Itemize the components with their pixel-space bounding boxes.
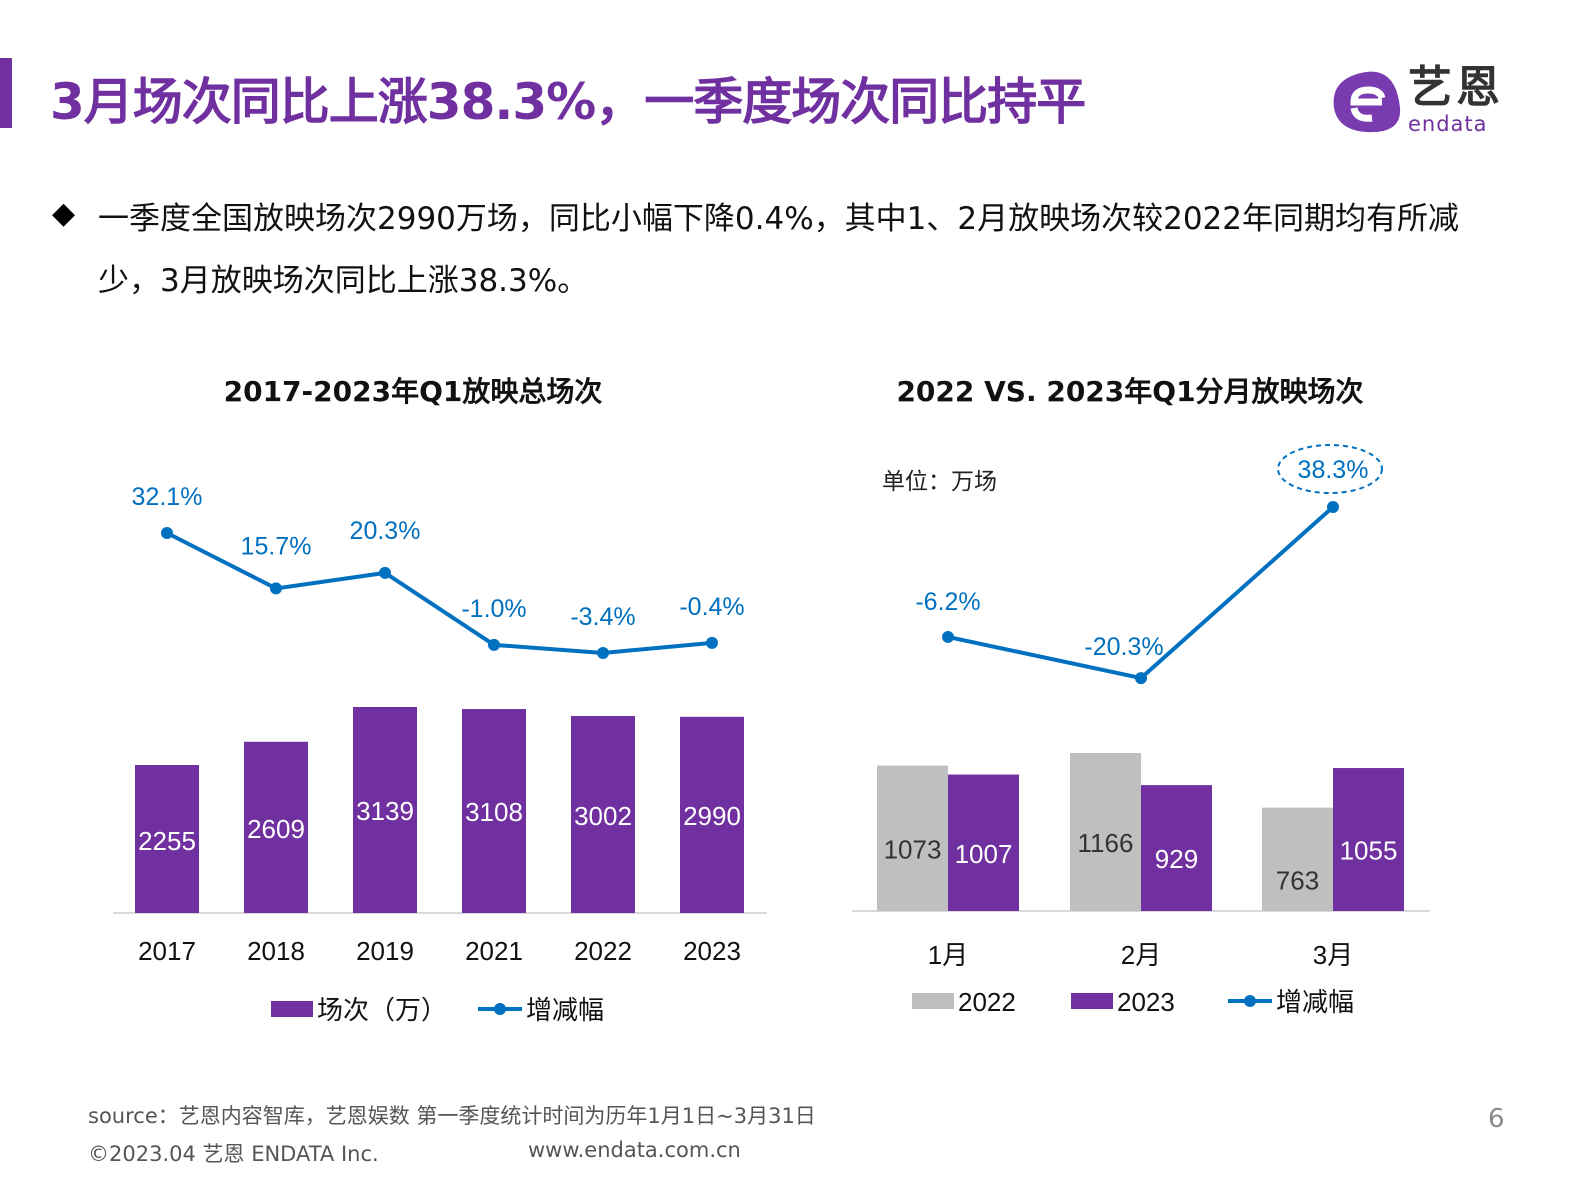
- chart2-point: [1327, 501, 1339, 513]
- chart1-point: [488, 638, 500, 651]
- legend-label: 2022: [958, 987, 1016, 1017]
- chart2-bar-label: 1055: [1340, 836, 1398, 866]
- chart1-bar: [571, 715, 635, 913]
- legend-bar-swatch: [271, 1001, 313, 1017]
- chart1-x-tick: 2018: [247, 936, 305, 966]
- legend-label: 增减幅: [1276, 987, 1354, 1017]
- chart2-line-label: -20.3%: [1084, 633, 1163, 661]
- chart2-title: 2022 VS. 2023年Q1分月放映场次: [896, 375, 1364, 408]
- chart1-x-tick: 2022: [574, 936, 632, 966]
- chart1-point: [706, 636, 718, 649]
- chart1-bar-label: 3139: [356, 796, 414, 826]
- chart1-bar: [244, 741, 308, 913]
- chart1-x-tick: 2023: [683, 936, 741, 966]
- chart2-point: [942, 630, 954, 643]
- chart1-bar-label: 2255: [138, 826, 196, 856]
- chart1-line: [166, 531, 713, 655]
- logo-subtext: endata: [1408, 112, 1488, 136]
- chart1-bar: [135, 765, 199, 913]
- chart2-bar: [1070, 753, 1141, 911]
- chart2-bar-label: 1007: [955, 839, 1013, 869]
- chart1-bar: [353, 707, 417, 913]
- chart1-title: 2017-2023年Q1放映总场次: [223, 375, 603, 408]
- chart2-x-tick: 3月: [1313, 940, 1353, 970]
- chart2-bar-label: 1073: [884, 834, 942, 864]
- chart2-point: [1135, 672, 1147, 685]
- legend-line-dot: [494, 1003, 506, 1015]
- chart2-x-tick: 1月: [928, 940, 968, 970]
- chart2-unit: 单位：万场: [882, 469, 997, 495]
- legend-2022-swatch: [912, 993, 954, 1009]
- chart1-line-label: 20.3%: [350, 517, 421, 545]
- chart2-line-label: -6.2%: [915, 588, 980, 616]
- chart1-point: [597, 646, 609, 659]
- legend-label: 2023: [1117, 987, 1175, 1017]
- title-accent-bar: [0, 58, 12, 128]
- chart1-line-label: 32.1%: [132, 483, 203, 511]
- chart1-x-tick: 2017: [138, 936, 196, 966]
- chart1-line-label: 15.7%: [241, 532, 312, 560]
- chart2-x-tick: 2月: [1121, 940, 1161, 970]
- chart1-x-tick: 2021: [465, 936, 523, 966]
- chart1-bar-label: 2609: [247, 814, 305, 844]
- chart2-bar: [948, 774, 1019, 911]
- chart1-bar-label: 2990: [683, 801, 741, 831]
- website-link[interactable]: www.endata.com.cn: [528, 1138, 741, 1162]
- summary-text: 一季度全国放映场次2990万场，同比小幅下降0.4%，其中1、2月放映场次较20…: [98, 201, 1459, 299]
- legend-label: 场次（万）: [317, 995, 447, 1025]
- legend-line-dot: [1244, 995, 1256, 1007]
- chart1-x-tick: 2019: [356, 936, 414, 966]
- chart1-line-label: -3.4%: [570, 603, 635, 631]
- chart2-bar-label: 929: [1155, 844, 1198, 874]
- chart2-bar-label: 1166: [1078, 828, 1134, 858]
- chart1-bar-label: 3108: [465, 797, 523, 827]
- chart1-point: [379, 566, 391, 579]
- source-note: source：艺恩内容智库，艺恩娱数 第一季度统计时间为历年1月1日~3月31日: [88, 1104, 816, 1128]
- chart1-bar-label: 3002: [574, 801, 632, 831]
- chart1-point: [270, 582, 282, 595]
- chart2-bar-label: 763: [1276, 865, 1319, 895]
- legend-label: 增减幅: [526, 995, 604, 1025]
- copyright: ©2023.04 艺恩 ENDATA Inc.: [88, 1142, 379, 1166]
- chart2-line-label: 38.3%: [1298, 456, 1369, 484]
- chart1-line-label: -0.4%: [679, 593, 744, 621]
- page-title: 3月场次同比上涨38.3%，一季度场次同比持平: [50, 73, 1086, 131]
- legend-2023-swatch: [1071, 993, 1113, 1009]
- bullet-icon: ◆: [52, 196, 76, 231]
- logo-text: 艺恩: [1408, 62, 1504, 113]
- chart1-line-label: -1.0%: [461, 595, 526, 623]
- highlight-ellipse: [1277, 444, 1383, 494]
- page-number: 6: [1488, 1104, 1505, 1134]
- chart2-bar: [1141, 785, 1212, 911]
- chart1-bar: [462, 709, 526, 913]
- chart2-bar: [1262, 807, 1333, 911]
- endata-logo: [1326, 68, 1402, 138]
- chart2-bar: [1333, 768, 1404, 911]
- chart1-point: [161, 527, 173, 539]
- chart2-bar: [877, 765, 948, 911]
- chart1-bar: [680, 716, 744, 913]
